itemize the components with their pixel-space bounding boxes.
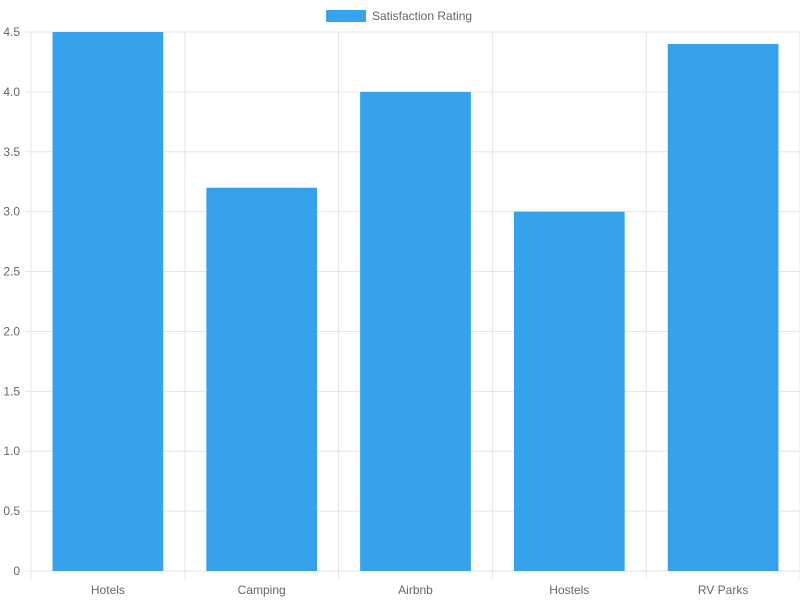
- legend[interactable]: Satisfaction Rating: [326, 9, 472, 23]
- legend-label: Satisfaction Rating: [372, 9, 472, 23]
- x-tick-label: Hostels: [549, 583, 589, 597]
- x-tick-label: RV Parks: [698, 583, 748, 597]
- y-tick-label: 2.5: [3, 265, 20, 279]
- x-axis: Hotels Camping Airbnb Hostels RV Parks: [91, 583, 748, 597]
- bar-airbnb[interactable]: [360, 91, 471, 571]
- bars: [52, 32, 779, 571]
- y-tick-label: 0: [13, 564, 20, 578]
- y-tick-label: 3.0: [3, 205, 20, 219]
- x-tick-label: Airbnb: [398, 583, 433, 597]
- bar-hostels[interactable]: [513, 211, 625, 571]
- legend-swatch: [326, 10, 366, 22]
- y-tick-label: 0.5: [3, 504, 20, 518]
- y-tick-label: 4.0: [3, 85, 20, 99]
- y-tick-label: 1.5: [3, 384, 20, 398]
- x-tick-label: Hotels: [91, 583, 125, 597]
- y-tick-label: 3.5: [3, 145, 20, 159]
- y-tick-label: 4.5: [3, 25, 20, 39]
- bar-camping[interactable]: [206, 187, 318, 571]
- bar-rv-parks[interactable]: [667, 43, 779, 571]
- y-axis: 0 0.5 1.0 1.5 2.0 2.5 3.0 3.5 4.0 4.5: [3, 25, 20, 578]
- bar-hotels[interactable]: [52, 32, 164, 571]
- x-tick-label: Camping: [238, 583, 286, 597]
- y-tick-label: 2.0: [3, 324, 20, 338]
- y-tick-label: 1.0: [3, 444, 20, 458]
